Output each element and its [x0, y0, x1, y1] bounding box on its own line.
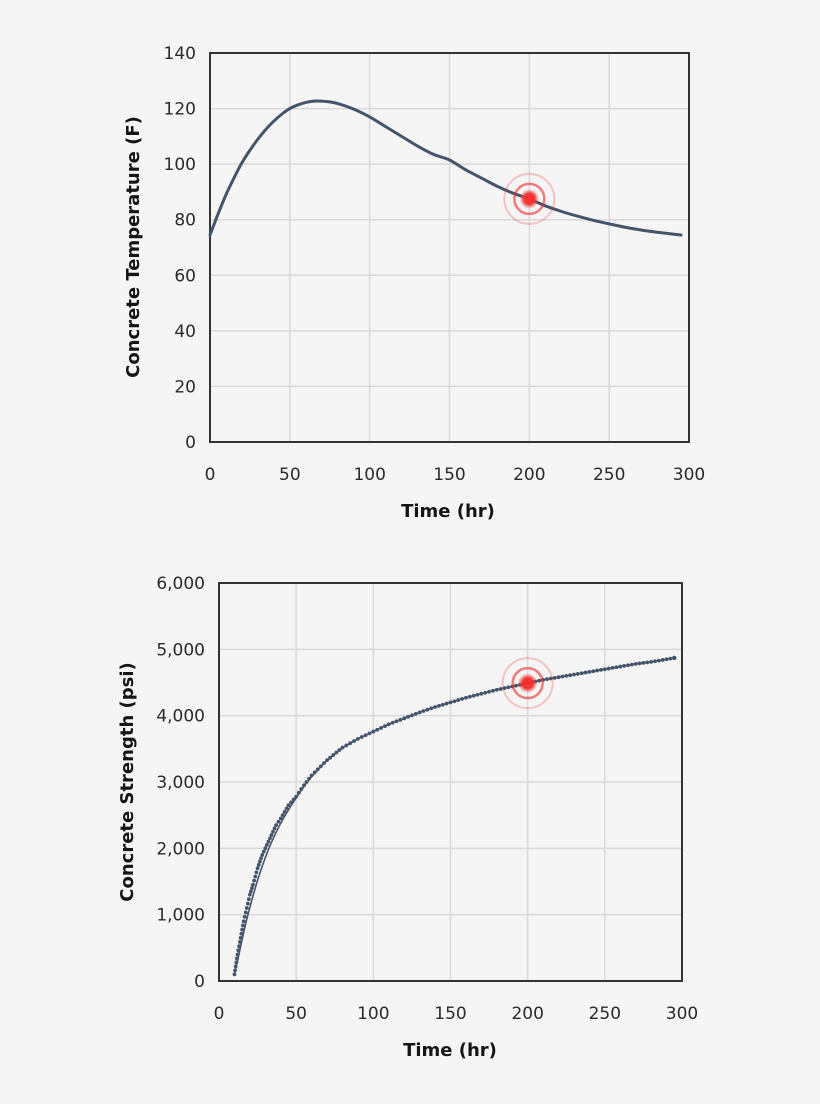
series-group — [232, 655, 677, 977]
data-point — [261, 849, 266, 854]
data-point — [264, 843, 269, 847]
highlight-marker-icon — [503, 172, 556, 225]
x-axis-title: Time (hr) — [401, 501, 495, 522]
data-point — [253, 874, 258, 879]
y-axis-tick-labels: 0 20 40 60 80 100 120 140 — [164, 44, 196, 453]
data-point — [247, 892, 252, 897]
data-point — [282, 809, 287, 814]
data-point — [251, 882, 255, 887]
temperature-line — [208, 99, 683, 237]
x-tick-label: 100 — [353, 465, 385, 485]
data-point — [266, 839, 271, 844]
x-tick-label: 150 — [434, 1004, 466, 1024]
y-tick-label: 120 — [164, 100, 196, 120]
x-axis-title: Time (hr) — [403, 1040, 497, 1061]
fitted-curve — [233, 657, 675, 975]
y-tick-label: 5,000 — [156, 640, 205, 660]
data-point — [239, 931, 244, 936]
x-axis-tick-labels: 0 50 100 150 200 250 300 — [214, 1004, 699, 1024]
y-tick-label: 40 — [174, 322, 196, 342]
data-point — [244, 906, 249, 910]
data-point — [243, 910, 248, 915]
y-tick-label: 0 — [185, 433, 196, 453]
x-tick-label: 300 — [666, 1004, 698, 1024]
data-point — [257, 859, 262, 864]
data-point — [259, 856, 263, 861]
data-point — [245, 901, 250, 906]
data-point — [254, 870, 259, 875]
y-tick-label: 1,000 — [156, 906, 205, 926]
x-tick-label: 0 — [205, 465, 216, 485]
temperature-chart-svg: 0 50 100 150 200 250 300 0 20 40 60 80 100 120 140 Time… — [123, 44, 706, 522]
x-tick-label: 100 — [357, 1004, 389, 1024]
data-point — [260, 853, 265, 857]
data-point — [241, 919, 246, 924]
x-tick-label: 50 — [285, 1004, 307, 1024]
y-tick-label: 6,000 — [156, 574, 205, 594]
data-point — [268, 836, 272, 841]
data-point — [276, 819, 281, 824]
y-tick-label: 2,000 — [156, 839, 205, 859]
x-tick-label: 150 — [433, 465, 465, 485]
gridlines — [219, 583, 682, 981]
y-tick-label: 140 — [164, 44, 196, 64]
data-point — [246, 897, 251, 902]
y-axis-title: Concrete Temperature (F) — [123, 116, 144, 378]
x-tick-label: 200 — [511, 1004, 543, 1024]
x-tick-label: 250 — [589, 1004, 621, 1024]
data-point — [284, 806, 289, 811]
y-tick-label: 4,000 — [156, 707, 205, 727]
x-tick-label: 50 — [279, 465, 301, 485]
x-tick-label: 200 — [513, 465, 545, 485]
x-tick-label: 0 — [214, 1004, 225, 1024]
data-point — [248, 889, 253, 894]
plot-area-frame — [218, 582, 683, 982]
y-tick-label: 20 — [174, 377, 196, 397]
data-point — [250, 886, 254, 891]
data-point — [274, 823, 279, 828]
plot-area-frame — [209, 52, 690, 443]
y-axis-title: Concrete Strength (psi) — [117, 662, 138, 901]
data-point — [269, 833, 274, 837]
data-point — [278, 816, 283, 821]
temperature-chart: 0 50 100 150 200 250 300 0 20 40 60 80 100 120 140 Time… — [0, 0, 820, 540]
strength-chart-svg: 0 50 100 150 200 250 300 0 1,000 2,000 3,000 4,000 5… — [117, 574, 699, 1061]
y-tick-label: 60 — [174, 266, 196, 286]
scatter-points — [232, 655, 677, 977]
data-point — [272, 826, 277, 831]
data-point — [255, 866, 260, 871]
y-tick-label: 0 — [194, 972, 205, 992]
x-axis-tick-labels: 0 50 100 150 200 250 300 — [205, 465, 706, 485]
y-axis-tick-labels: 0 1,000 2,000 3,000 4,000 5,000 6,000 — [156, 574, 205, 992]
x-tick-label: 300 — [673, 465, 705, 485]
data-point — [252, 878, 257, 883]
data-point — [240, 927, 245, 932]
data-point — [241, 923, 245, 928]
y-tick-label: 3,000 — [156, 773, 205, 793]
data-point — [263, 846, 268, 851]
strength-chart: 0 50 100 150 200 250 300 0 1,000 2,000 3,000 4,000 5… — [0, 540, 820, 1104]
data-point — [256, 863, 261, 867]
data-point — [242, 914, 247, 919]
data-point — [286, 803, 291, 808]
series-group — [208, 99, 683, 237]
x-tick-label: 250 — [593, 465, 625, 485]
highlight-marker-icon — [501, 657, 554, 710]
y-tick-label: 80 — [174, 211, 196, 231]
data-point — [271, 829, 275, 834]
y-tick-label: 100 — [164, 155, 196, 175]
gridlines — [210, 53, 689, 442]
data-point — [280, 813, 285, 818]
